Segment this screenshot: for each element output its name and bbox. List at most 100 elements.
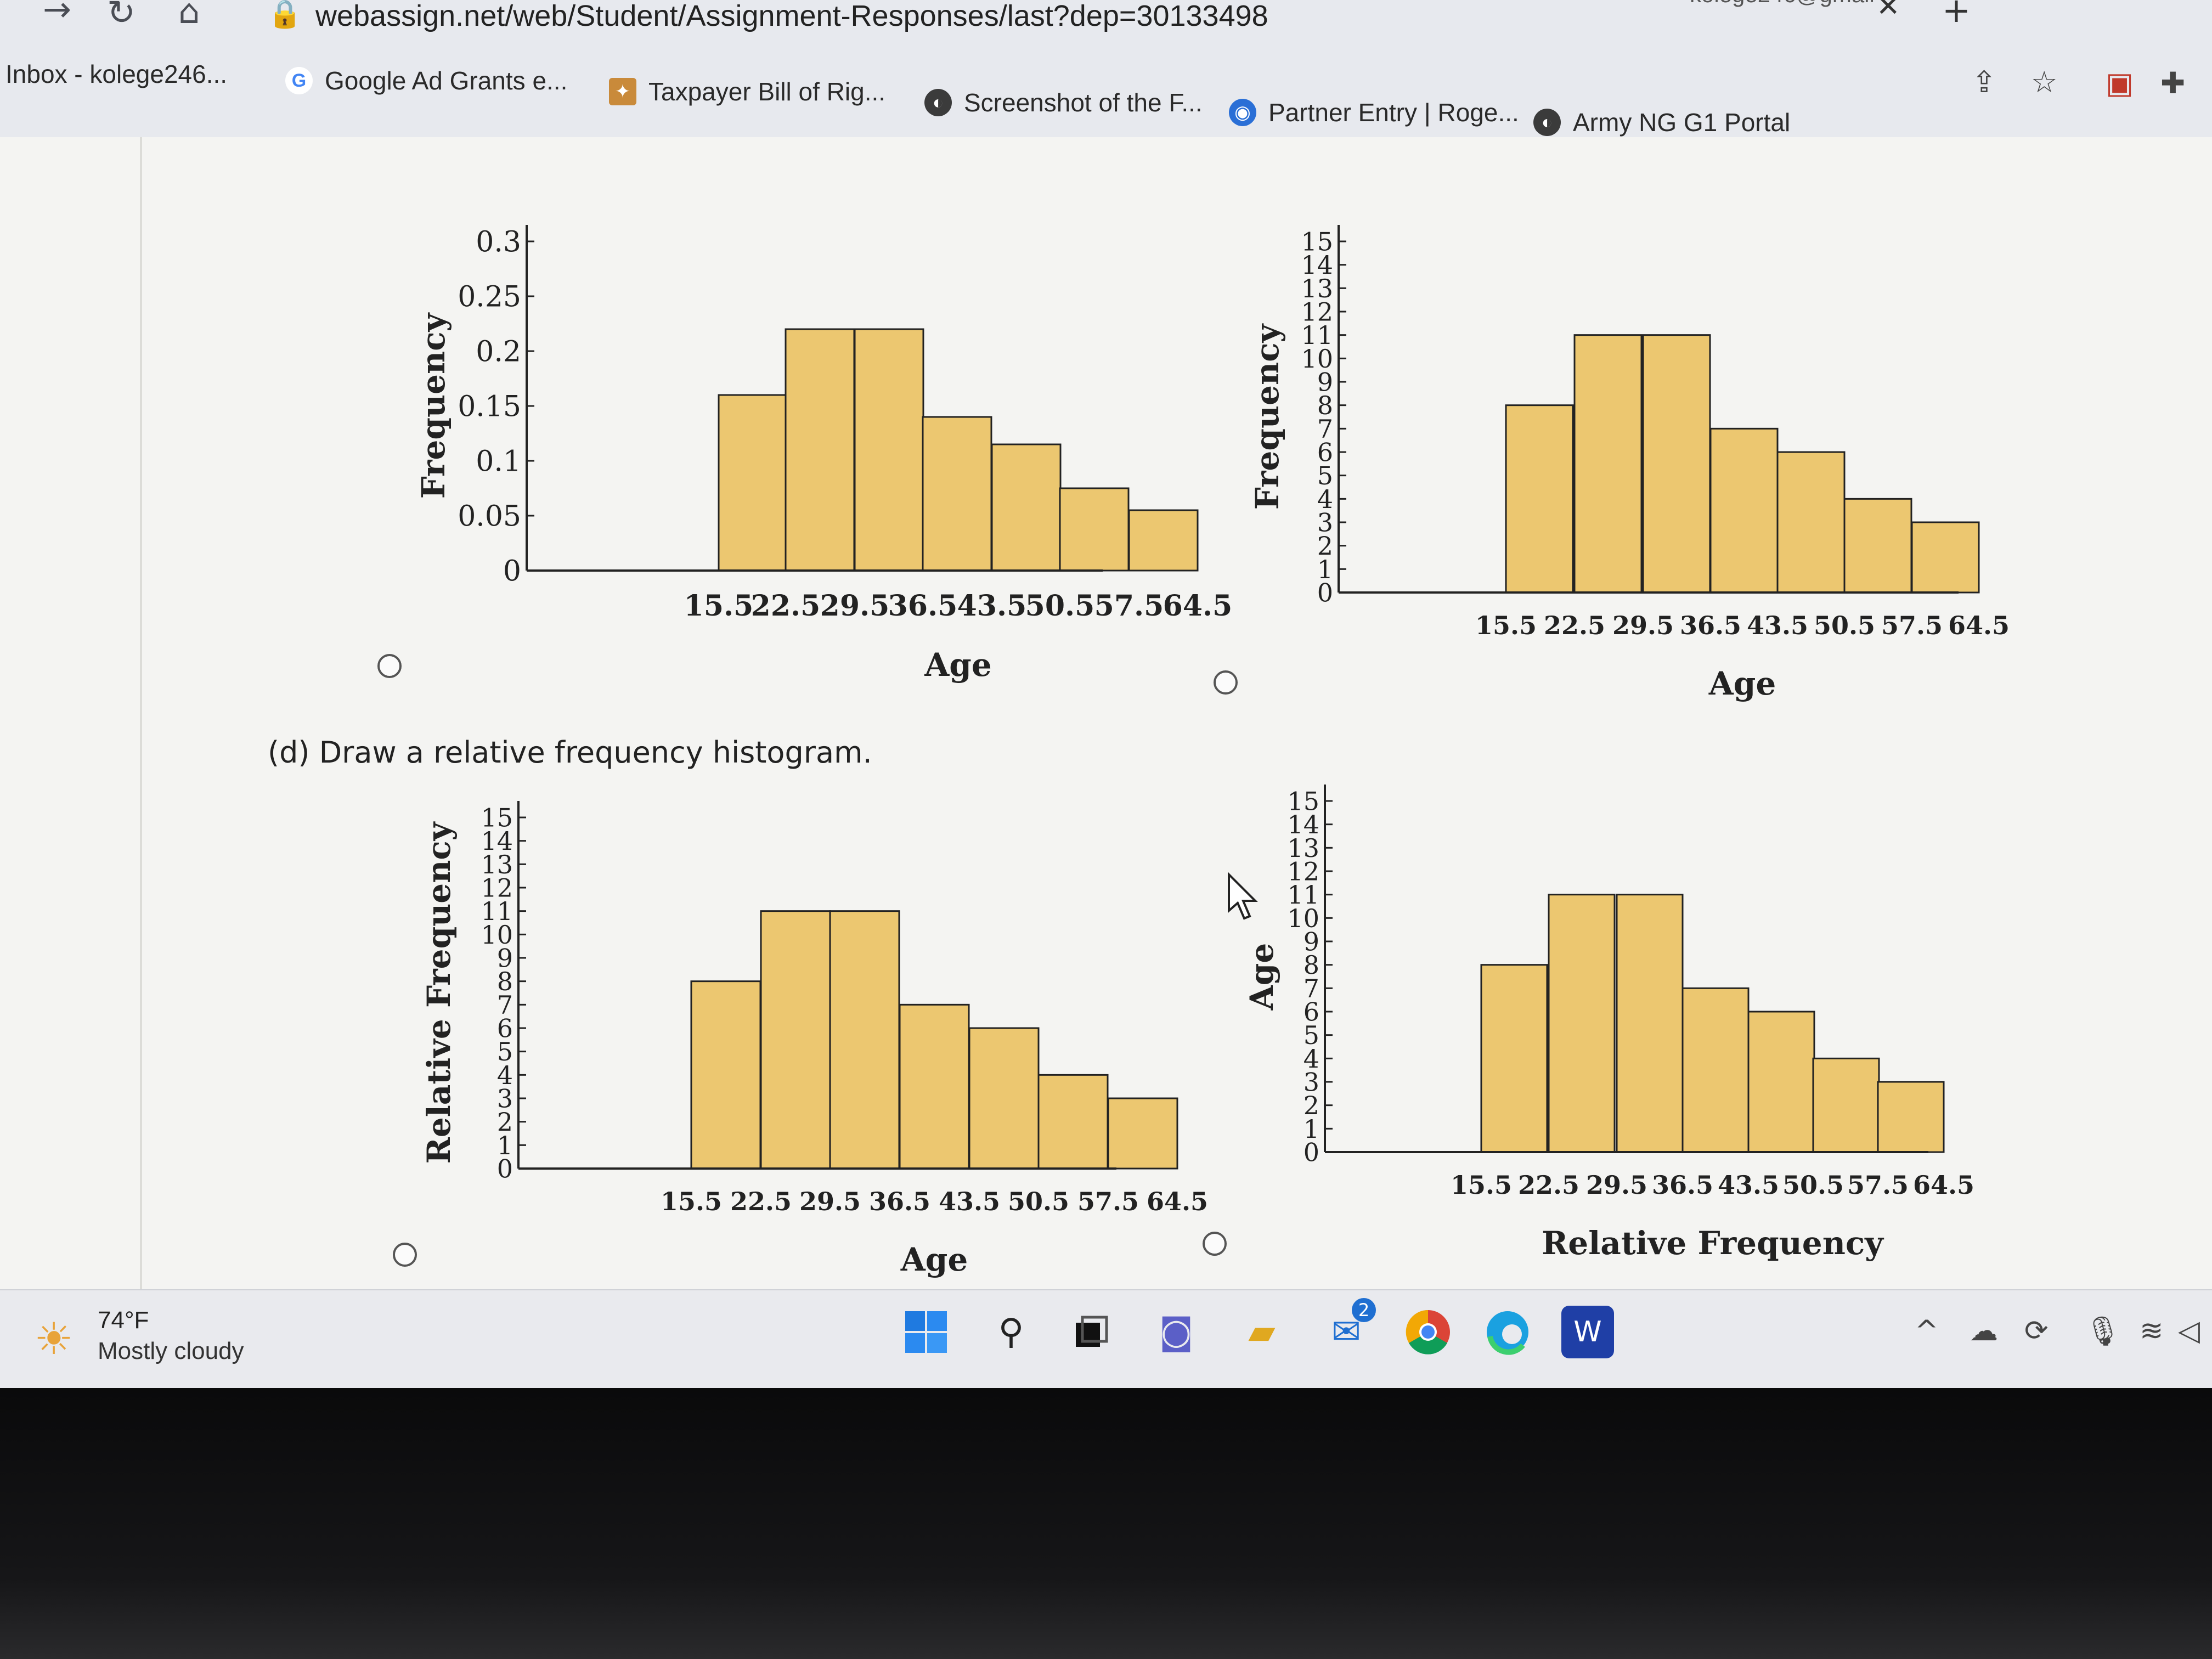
bookmark-partner-entry[interactable]: ◉ Partner Entry | Roge...: [1229, 98, 1519, 127]
y-tick-label: 13: [1287, 833, 1319, 863]
edge-logo-icon: [1487, 1311, 1528, 1355]
y-tick-label: 3: [1317, 508, 1333, 538]
histogram-bar: [1128, 509, 1199, 572]
task-view-icon[interactable]: [1064, 1306, 1117, 1358]
sync-icon[interactable]: ⟳: [2024, 1314, 2049, 1347]
forward-icon[interactable]: →: [43, 0, 71, 29]
y-tick-label: 2: [1317, 531, 1333, 561]
account-label: kolege246@gmail: [1690, 0, 1875, 8]
y-tick-label: 8: [1317, 391, 1333, 420]
x-tick-label: 22.5: [1544, 611, 1605, 640]
y-axis-title: Frequency: [1249, 323, 1286, 510]
x-tick-label: 64.5: [1948, 611, 2010, 640]
histogram-bar: [1747, 1011, 1815, 1153]
edge-icon[interactable]: [1481, 1306, 1534, 1358]
search-icon[interactable]: ⚲: [998, 1312, 1024, 1352]
y-tick-label: 10: [1301, 344, 1333, 374]
histogram-bar: [760, 910, 831, 1170]
close-tab-icon[interactable]: ✕: [1876, 0, 1900, 23]
onedrive-icon[interactable]: ☁: [1970, 1314, 1998, 1347]
assignment-page: 0 0.05 0.1 0.15 0.2 0.25 0.3 15.5 22.5 29.5 36.5 43…: [0, 137, 2212, 1289]
webex-icon[interactable]: W: [1561, 1306, 1614, 1358]
bookmark-inbox[interactable]: Inbox - kolege246...: [5, 59, 227, 89]
bookmark-google-ad-grants[interactable]: G Google Ad Grants e...: [285, 66, 567, 95]
bookmark-star-icon[interactable]: ☆: [2031, 65, 2058, 99]
histogram-option-c: 0 1 2 3 4 5 6 7 8 9 10 11 12 13 14 15 15.5 22.5 29.5 36.5 43…: [406, 790, 1208, 1339]
histogram-bar: [1573, 334, 1643, 594]
page-left-rule: [140, 137, 142, 1289]
bookmark-label: Google Ad Grants e...: [325, 66, 568, 95]
radio-option-a[interactable]: [377, 654, 402, 678]
y-tick-label: 4: [1317, 484, 1333, 514]
wifi-icon[interactable]: ≋: [2140, 1314, 2164, 1347]
new-tab-icon[interactable]: +: [1942, 0, 1971, 30]
y-tick-label: 12: [481, 873, 513, 903]
bookmark-label: Army NG G1 Portal: [1573, 108, 1791, 137]
y-axis-title: Age: [1243, 943, 1280, 1011]
radio-option-b[interactable]: [1214, 670, 1238, 695]
x-tick-label: 36.5: [869, 1187, 930, 1216]
mail-icon[interactable]: ✉ 2: [1320, 1298, 1376, 1358]
mouse-cursor-icon: [1228, 872, 1258, 920]
y-tick-label: 7: [1304, 974, 1319, 1003]
reload-icon[interactable]: ↻: [107, 0, 136, 32]
x-tick-label: 57.5: [1094, 589, 1164, 623]
histogram-bar: [991, 443, 1062, 572]
bookmark-army-ng[interactable]: ◐ Army NG G1 Portal: [1533, 108, 1790, 137]
y-tick-label: 1: [1304, 1114, 1319, 1144]
x-tick-label: 64.5: [1163, 589, 1233, 623]
y-tick-label: 11: [1301, 320, 1333, 350]
y-tick-label: 6: [1304, 997, 1319, 1027]
weather-description[interactable]: Mostly cloudy: [98, 1338, 244, 1364]
chrome-icon[interactable]: [1402, 1306, 1454, 1358]
bookmark-screenshot[interactable]: ◐ Screenshot of the F...: [924, 88, 1203, 117]
teams-chat-icon[interactable]: ◙: [1159, 1312, 1194, 1352]
x-axis-title: Age: [1708, 665, 1776, 702]
extension-icon[interactable]: ▣: [2106, 66, 2134, 100]
windows-logo-icon: [905, 1311, 947, 1353]
google-icon: G: [285, 67, 313, 94]
bookmark-taxpayer-bill[interactable]: ✦ Taxpayer Bill of Rig...: [609, 77, 885, 106]
bookmark-label: Screenshot of the F...: [964, 88, 1203, 117]
histogram-bar: [718, 394, 788, 572]
y-tick-label: 5: [497, 1037, 513, 1066]
histogram-bar: [1642, 334, 1711, 594]
speaker-icon[interactable]: ◁: [2178, 1314, 2200, 1347]
x-tick-label: 22.5: [730, 1187, 792, 1216]
weather-icon: ☀: [34, 1313, 74, 1364]
x-tick-label: 36.5: [1680, 611, 1741, 640]
y-tick-label: 0.3: [476, 226, 521, 259]
share-icon[interactable]: ⇪: [1972, 65, 1997, 99]
weather-temperature[interactable]: 74°F: [98, 1307, 149, 1334]
y-tick-label: 0: [1304, 1138, 1319, 1167]
y-tick-label: 7: [497, 990, 513, 1020]
histogram-bar: [1616, 894, 1684, 1153]
home-icon[interactable]: ⌂: [178, 0, 200, 31]
bookmark-label: Inbox - kolege246...: [5, 60, 228, 88]
radio-option-d[interactable]: [1203, 1232, 1227, 1256]
y-tick-label: 10: [1287, 904, 1319, 933]
microphone-icon[interactable]: 🎙: [2085, 1315, 2121, 1348]
y-tick-label: 0.25: [458, 281, 521, 314]
radio-option-c[interactable]: [393, 1243, 417, 1267]
file-explorer-icon[interactable]: ▰: [1248, 1312, 1276, 1352]
y-tick-label: 15: [1287, 787, 1319, 816]
chevron-up-icon[interactable]: ^: [1915, 1314, 1939, 1347]
y-tick-label: 0.1: [476, 445, 521, 478]
x-tick-label: 50.5: [1008, 1187, 1069, 1216]
histogram-bar: [1843, 498, 1912, 594]
address-bar[interactable]: webassign.net/web/Student/Assignment-Res…: [315, 0, 1268, 32]
y-tick-label: 14: [1287, 810, 1319, 839]
laptop-bezel: [0, 1388, 2212, 1659]
y-tick-label: 0: [497, 1154, 513, 1184]
y-tick-label: 7: [1317, 414, 1333, 444]
x-tick-label: 22.5: [1518, 1170, 1579, 1200]
x-tick-label: 43.5: [957, 589, 1027, 623]
y-tick-label: 8: [1304, 950, 1319, 980]
start-button[interactable]: [900, 1306, 952, 1358]
histogram-bar: [1812, 1057, 1880, 1153]
extensions-puzzle-icon[interactable]: ✚: [2160, 66, 2186, 100]
chrome-logo-icon: [1406, 1310, 1450, 1355]
x-tick-label: 15.5: [1451, 1170, 1512, 1200]
